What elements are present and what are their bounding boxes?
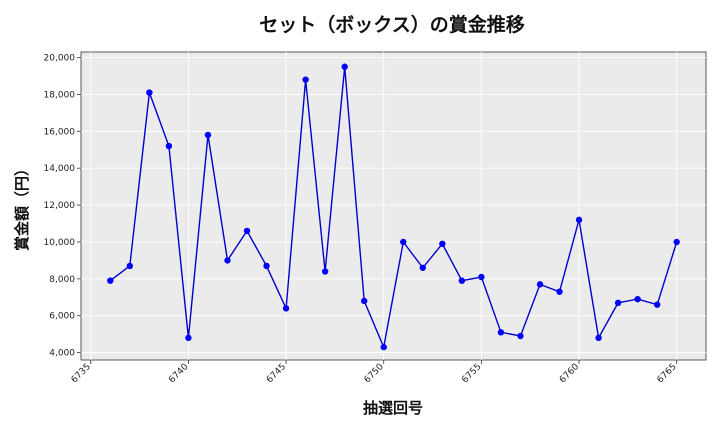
data-point [575,216,583,224]
y-axis-label: 賞金額（円） [13,161,31,251]
data-point [536,281,544,288]
data-point [634,295,641,303]
data-point [400,238,407,246]
series-line [109,66,678,350]
data-point [302,76,309,83]
data-point [458,277,466,284]
data-point [497,329,505,336]
data-point [107,277,114,284]
x-tick-label: 6765 [656,362,679,385]
data-point [185,334,192,342]
data-point [556,288,563,295]
x-tick-label: 6735 [70,362,93,385]
data-point [263,262,270,270]
data-point [361,297,368,305]
x-tick-label: 6760 [558,362,581,385]
data-point [439,240,446,248]
y-tick-label: 6,000 [49,312,75,322]
data-point [341,63,348,70]
x-axis-label: 抽選回号 [363,399,423,417]
data-point [478,273,485,281]
data-point [224,257,231,264]
grid-lines [81,52,706,360]
data-point [614,299,622,307]
data-point [380,343,387,351]
data-point [126,262,134,270]
x-axis-ticks: 6735 6740 6745 6750 6755 6760 6765 [70,360,679,385]
data-point [595,334,602,342]
y-axis-ticks: 4,000 6,000 8,000 10,000 12,000 14,000 16,000 1… [44,54,81,359]
x-tick-label: 6750 [363,362,386,385]
data-point [673,238,680,246]
data-point [204,131,212,139]
y-tick-label: 16,000 [44,127,76,137]
data-point [243,227,251,235]
series-layer [107,63,680,351]
data-point [517,332,524,340]
data-point [419,264,426,271]
data-point [165,142,173,150]
y-tick-label: 18,000 [44,90,76,100]
chart-title: セット（ボックス）の賞金推移 [259,13,524,36]
data-point [282,305,290,312]
y-tick-label: 8,000 [49,275,75,285]
y-tick-label: 14,000 [44,164,76,174]
data-point [653,301,661,308]
y-tick-label: 10,000 [44,238,76,248]
x-tick-label: 6745 [265,362,288,385]
y-tick-label: 4,000 [49,349,75,359]
x-tick-label: 6755 [460,362,483,385]
y-tick-label: 12,000 [44,201,76,211]
data-point [146,89,153,96]
x-tick-label: 6740 [167,362,190,385]
data-point [321,268,329,275]
y-tick-label: 20,000 [44,54,76,64]
